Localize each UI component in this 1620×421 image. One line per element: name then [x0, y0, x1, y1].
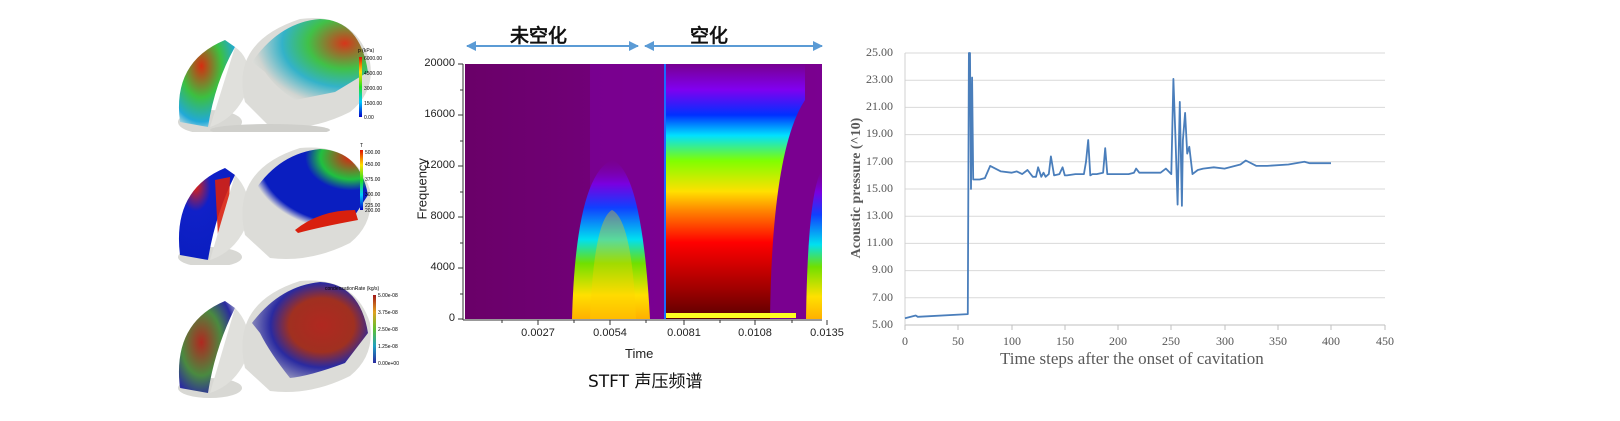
spectrogram-caption: STFT 声压频谱: [588, 372, 703, 392]
x-tick: 200: [1109, 334, 1127, 348]
simulation-panel-pressure: p (kPa) 6000.00 4500.00 3000.00 1500.00 …: [170, 2, 400, 132]
svg-text:5.00e-08: 5.00e-08: [378, 293, 398, 299]
svg-text:450.00: 450.00: [365, 162, 381, 168]
acoustic-pressure-series: [904, 52, 1331, 320]
x-tick: 0.0108: [738, 327, 772, 339]
propeller-temperature-render: T 500.00 450.00 375.00 300.00 225.00 200…: [178, 143, 381, 265]
x-axis-label: Time steps after the onset of cavitation: [1000, 349, 1264, 368]
simulation-panel-temperature: T 500.00 450.00 375.00 300.00 225.00 200…: [170, 135, 400, 265]
y-tick: 12000: [424, 159, 455, 171]
svg-text:200.00: 200.00: [365, 208, 381, 214]
spectrogram-panel: 未空化 空化: [400, 0, 844, 421]
y-tick: 25.00: [866, 45, 893, 59]
x-tick: 0.0081: [667, 327, 701, 339]
svg-text:3.75e-08: 3.75e-08: [378, 310, 398, 316]
y-axis-label: Acoustic pressure (^10): [849, 117, 864, 259]
svg-text:4500.00: 4500.00: [364, 71, 382, 77]
x-tick: 0.0135: [810, 327, 844, 339]
spectrogram-plot: [458, 41, 828, 325]
colorbar: [373, 295, 376, 363]
svg-text:0.00e+00: 0.00e+00: [378, 361, 399, 367]
colorbar: [360, 150, 363, 210]
x-tick: 150: [1056, 334, 1074, 348]
x-tick: 0: [902, 334, 908, 348]
gridlines: [905, 52, 1385, 299]
svg-text:2.50e-08: 2.50e-08: [378, 327, 398, 333]
x-tick: 0.0027: [521, 327, 555, 339]
svg-text:6000.00: 6000.00: [364, 56, 382, 62]
y-tick: 19.00: [866, 126, 893, 140]
x-tick: 250: [1162, 334, 1180, 348]
x-tick: 0.0054: [593, 327, 627, 339]
colorbar-title: p (kPa): [358, 48, 374, 54]
y-tick: 9.00: [872, 262, 893, 276]
y-tick: 7.00: [872, 290, 893, 304]
x-tick: 50: [952, 334, 964, 348]
y-tick: 17.00: [866, 154, 893, 168]
spectrogram-heatmap: [465, 64, 822, 319]
y-tick: 20000: [424, 57, 455, 69]
y-axis-label: Frequency: [414, 158, 430, 220]
x-tick: 100: [1003, 334, 1021, 348]
y-tick: 23.00: [866, 72, 893, 86]
y-tick: 8000: [430, 210, 455, 222]
x-tick: 350: [1269, 334, 1287, 348]
y-tick: 11.00: [866, 235, 893, 249]
x-tick: 400: [1322, 334, 1340, 348]
svg-text:1.25e-08: 1.25e-08: [378, 344, 398, 350]
simulation-panel-condensation: condensationRate (kg/s) 5.00e-08 3.75e-0…: [170, 268, 400, 398]
colorbar: [359, 57, 362, 117]
y-tick: 21.00: [866, 99, 893, 113]
svg-text:300.00: 300.00: [365, 192, 381, 198]
x-axis-label: Time: [625, 346, 654, 361]
propeller-condensation-render: condensationRate (kg/s) 5.00e-08 3.75e-0…: [178, 280, 399, 398]
x-tick: 450: [1376, 334, 1394, 348]
svg-text:0.00: 0.00: [364, 115, 374, 121]
y-tick: 13.00: [866, 208, 893, 222]
y-tick: 4000: [430, 261, 455, 273]
x-tick: 300: [1216, 334, 1234, 348]
svg-text:1500.00: 1500.00: [364, 101, 382, 107]
svg-text:500.00: 500.00: [365, 150, 381, 156]
y-tick: 15.00: [866, 181, 893, 195]
line-plot: [904, 52, 1386, 330]
colorbar-title: condensationRate (kg/s): [325, 286, 380, 292]
y-tick: 5.00: [872, 317, 893, 331]
y-tick: 16000: [424, 108, 455, 120]
propeller-pressure-render: p (kPa) 6000.00 4500.00 3000.00 1500.00 …: [178, 18, 382, 132]
svg-text:3000.00: 3000.00: [364, 86, 382, 92]
svg-text:225.00: 225.00: [365, 203, 381, 209]
y-tick: 0: [448, 312, 455, 324]
colorbar-title: T: [360, 143, 363, 149]
acoustic-pressure-chart: 25.00 23.00 21.00 19.00 17.00 15.00 13.0…: [840, 0, 1400, 421]
svg-text:375.00: 375.00: [365, 177, 381, 183]
